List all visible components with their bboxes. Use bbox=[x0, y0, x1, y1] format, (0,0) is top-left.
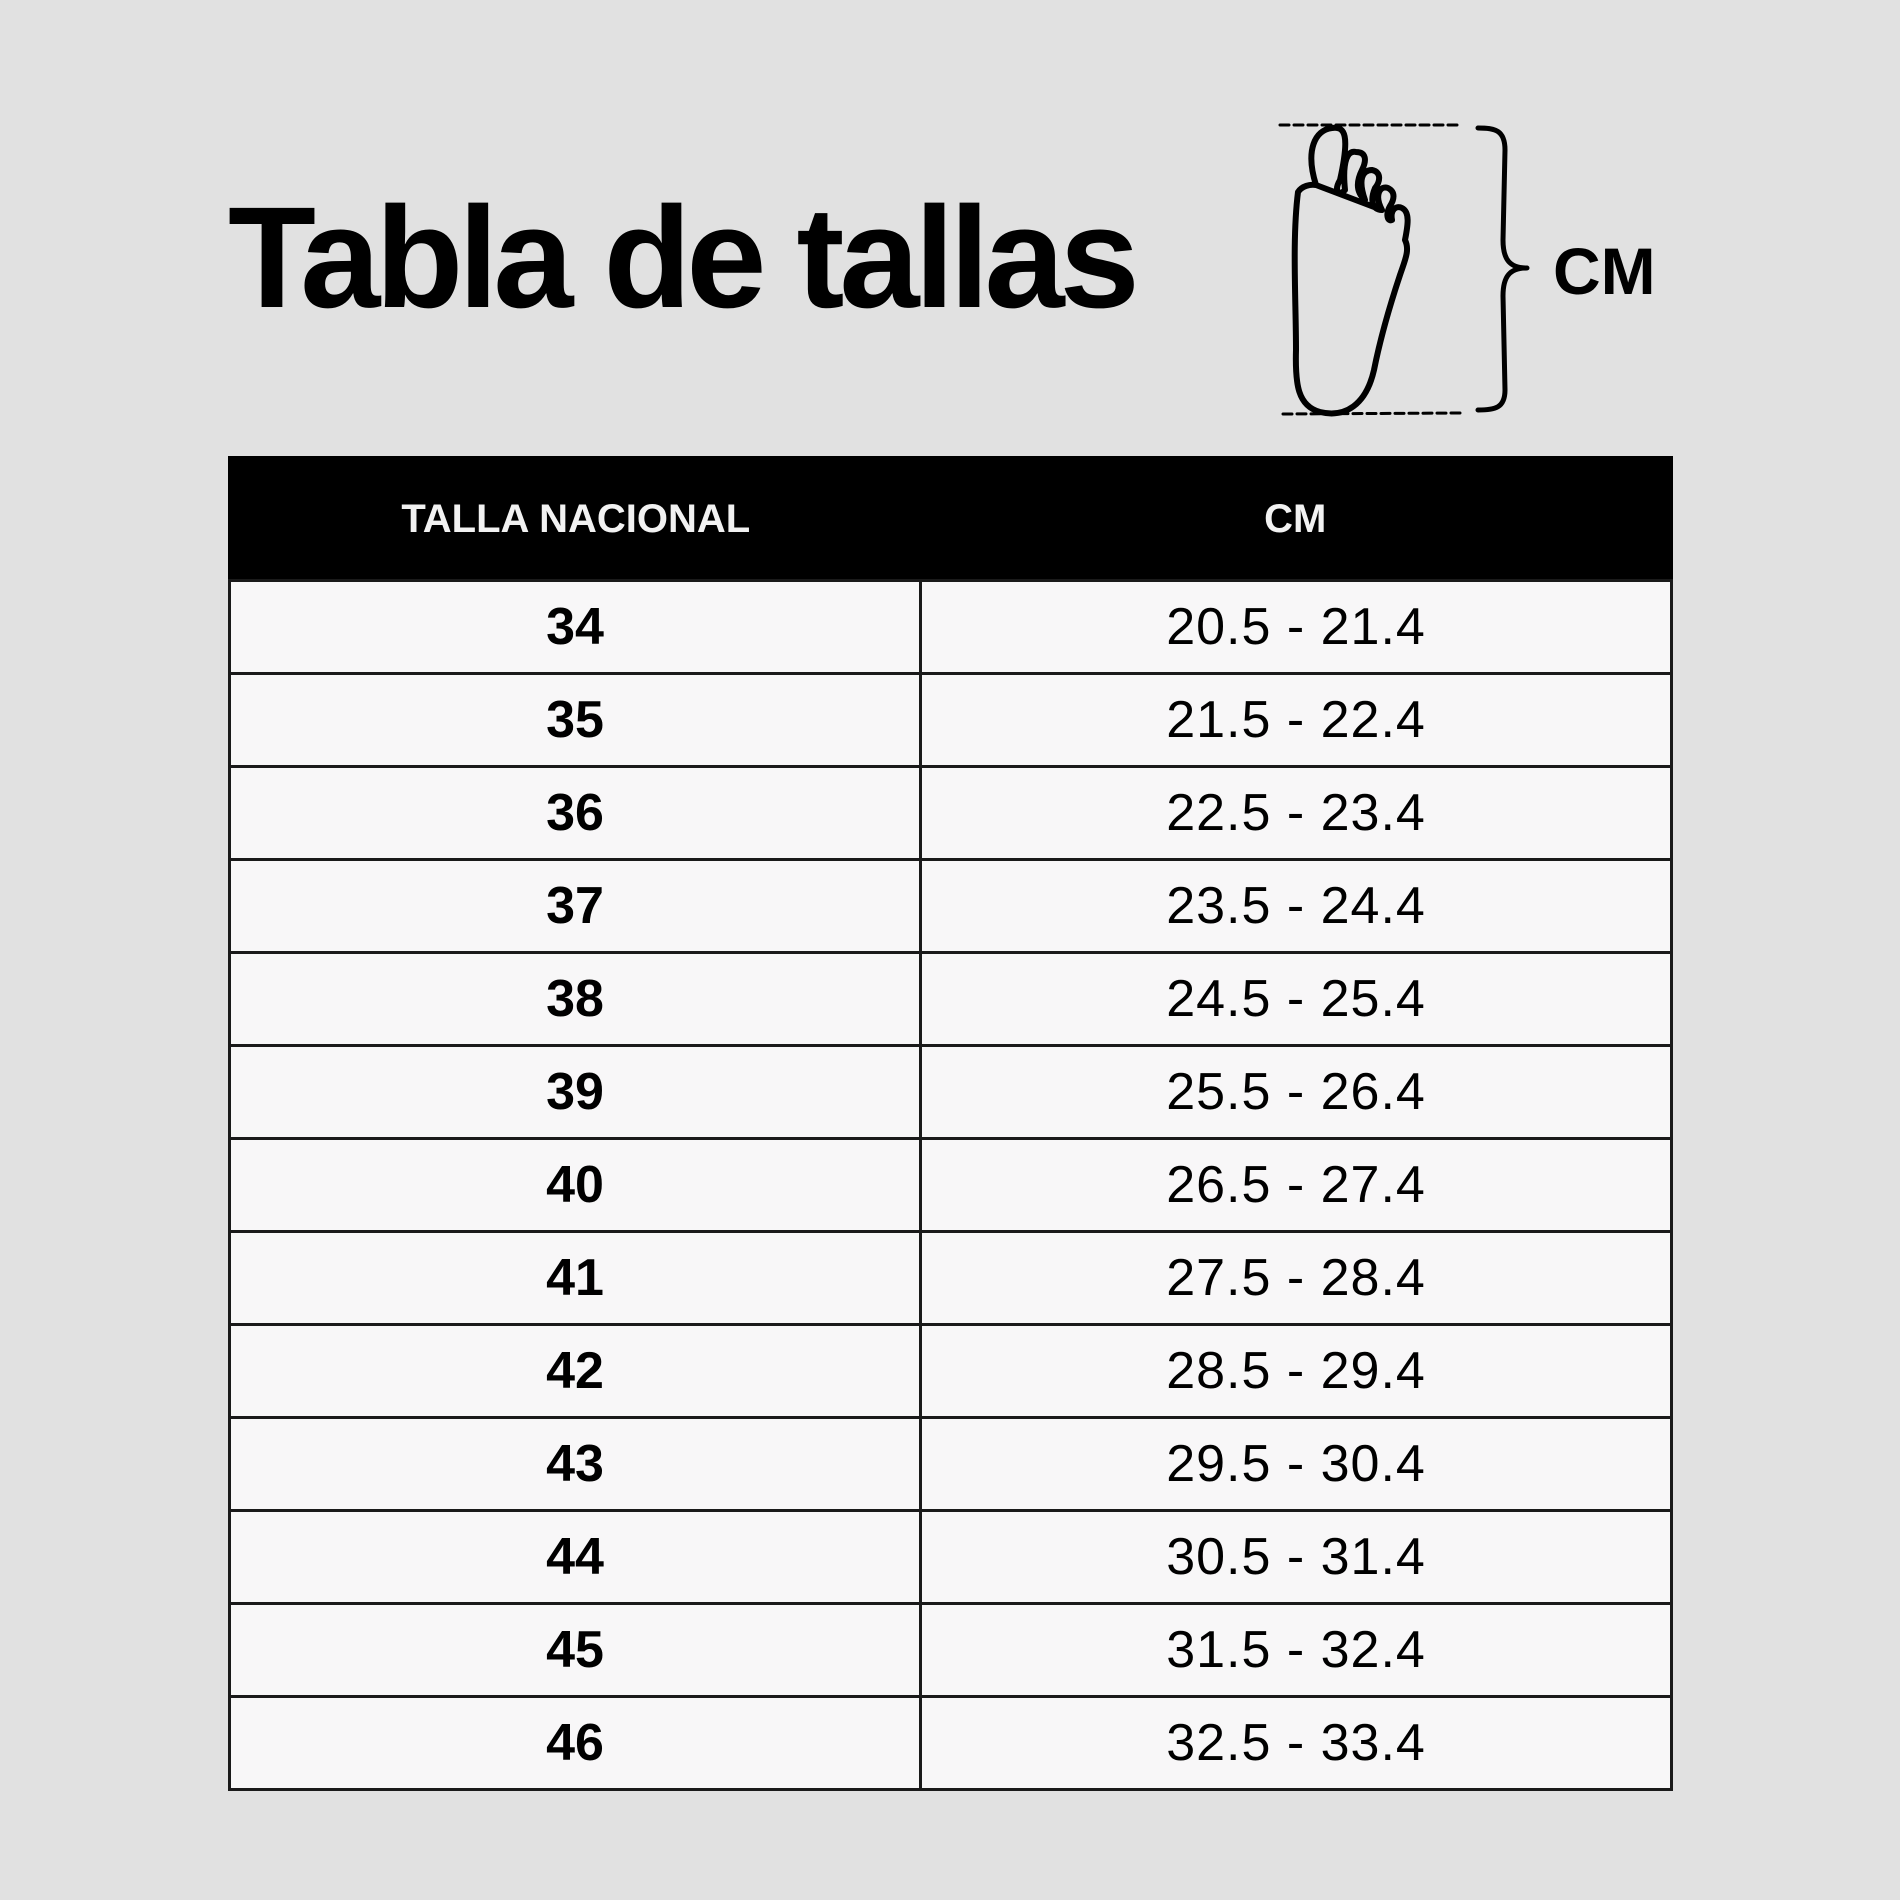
table-row: 44 30.5 - 31.4 bbox=[228, 1509, 1673, 1605]
size-cell: 43 bbox=[228, 1416, 922, 1512]
size-cell: 44 bbox=[228, 1509, 922, 1605]
header-cm: CM bbox=[920, 457, 1672, 581]
table-row: 41 27.5 - 28.4 bbox=[228, 1230, 1673, 1326]
table-header-row: TALLA NACIONAL CM bbox=[229, 457, 1672, 581]
table-row: 38 24.5 - 25.4 bbox=[228, 951, 1673, 1047]
table-row: 34 20.5 - 21.4 bbox=[228, 579, 1673, 675]
header-talla-nacional: TALLA NACIONAL bbox=[229, 457, 921, 581]
cm-range-cell: 32.5 - 33.4 bbox=[919, 1695, 1673, 1791]
size-cell: 45 bbox=[228, 1602, 922, 1698]
size-cell: 38 bbox=[228, 951, 922, 1047]
table-row: 46 32.5 - 33.4 bbox=[228, 1695, 1673, 1791]
unit-label: CM bbox=[1553, 234, 1656, 308]
cm-range-cell: 31.5 - 32.4 bbox=[919, 1602, 1673, 1698]
cm-range-cell: 27.5 - 28.4 bbox=[919, 1230, 1673, 1326]
table-row: 40 26.5 - 27.4 bbox=[228, 1137, 1673, 1233]
size-cell: 35 bbox=[228, 672, 922, 768]
cm-range-cell: 29.5 - 30.4 bbox=[919, 1416, 1673, 1512]
cm-range-cell: 24.5 - 25.4 bbox=[919, 951, 1673, 1047]
table-row: 45 31.5 - 32.4 bbox=[228, 1602, 1673, 1698]
table-row: 42 28.5 - 29.4 bbox=[228, 1323, 1673, 1419]
brace bbox=[1475, 125, 1530, 413]
cm-range-cell: 23.5 - 24.4 bbox=[919, 858, 1673, 954]
page-title: Tabla de tallas bbox=[228, 177, 1140, 338]
size-table: TALLA NACIONAL CM 34 20.5 - 21.4 35 21.5 - … bbox=[228, 456, 1673, 1791]
table-row: 37 23.5 - 24.4 bbox=[228, 858, 1673, 954]
table-row: 36 22.5 - 23.4 bbox=[228, 765, 1673, 861]
cm-range-cell: 26.5 - 27.4 bbox=[919, 1137, 1673, 1233]
cm-range-cell: 21.5 - 22.4 bbox=[919, 672, 1673, 768]
size-cell: 39 bbox=[228, 1044, 922, 1140]
foot-icon bbox=[1278, 123, 1530, 417]
size-cell: 36 bbox=[228, 765, 922, 861]
table-row: 35 21.5 - 22.4 bbox=[228, 672, 1673, 768]
size-cell: 46 bbox=[228, 1695, 922, 1791]
size-cell: 40 bbox=[228, 1137, 922, 1233]
bottom-dashed-line bbox=[1281, 411, 1462, 416]
foot-outline bbox=[1291, 124, 1411, 417]
size-cell: 37 bbox=[228, 858, 922, 954]
table-row: 39 25.5 - 26.4 bbox=[228, 1044, 1673, 1140]
cm-range-cell: 22.5 - 23.4 bbox=[919, 765, 1673, 861]
cm-range-cell: 30.5 - 31.4 bbox=[919, 1509, 1673, 1605]
cm-range-cell: 28.5 - 29.4 bbox=[919, 1323, 1673, 1419]
size-cell: 42 bbox=[228, 1323, 922, 1419]
size-cell: 34 bbox=[228, 579, 922, 675]
cm-range-cell: 25.5 - 26.4 bbox=[919, 1044, 1673, 1140]
cm-range-cell: 20.5 - 21.4 bbox=[919, 579, 1673, 675]
table-row: 43 29.5 - 30.4 bbox=[228, 1416, 1673, 1512]
size-cell: 41 bbox=[228, 1230, 922, 1326]
